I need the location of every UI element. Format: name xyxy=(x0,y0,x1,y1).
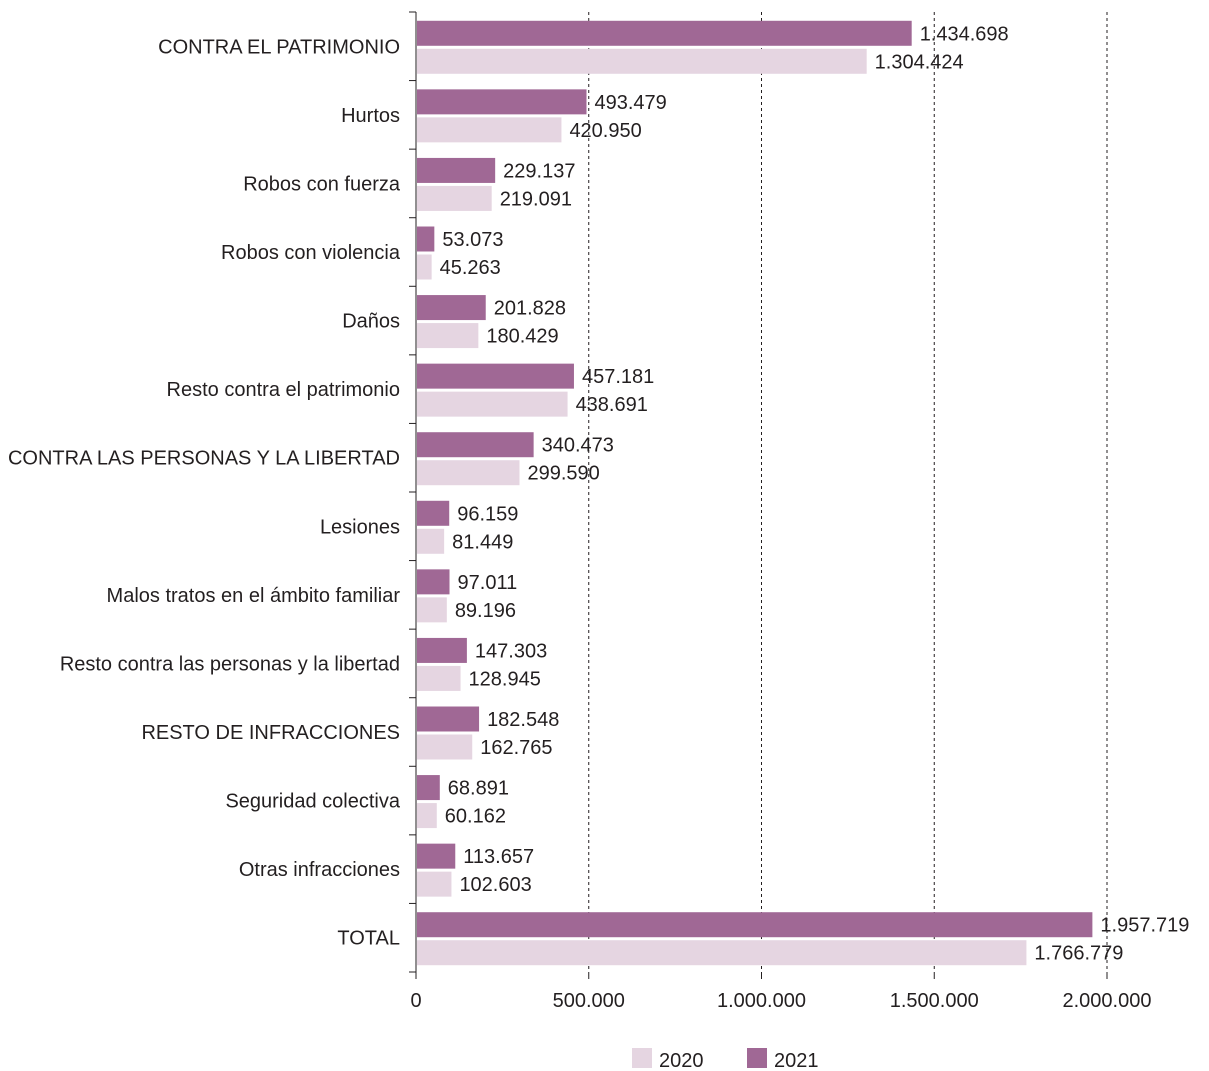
legend-swatch-2021 xyxy=(747,1048,767,1068)
bar-2020 xyxy=(417,460,520,485)
bar-2020 xyxy=(417,529,444,554)
category-label: Resto contra las personas y la libertad xyxy=(60,653,400,675)
legend-label-2020: 2020 xyxy=(659,1050,704,1071)
bar-2021 xyxy=(417,158,495,183)
category-label: Resto contra el patrimonio xyxy=(167,379,400,401)
bar-2020 xyxy=(417,872,451,897)
value-label-2021: 53.073 xyxy=(442,229,503,251)
value-label-2021: 1.434.698 xyxy=(920,23,1009,45)
value-label-2020: 162.765 xyxy=(480,737,552,759)
value-label-2020: 89.196 xyxy=(455,600,516,622)
value-label-2020: 420.950 xyxy=(569,120,641,142)
x-tick-label: 1.000.000 xyxy=(717,990,806,1012)
value-label-2021: 113.657 xyxy=(463,846,534,868)
x-tick-label: 1.500.000 xyxy=(890,990,979,1012)
value-label-2020: 81.449 xyxy=(452,531,513,553)
value-label-2021: 1.957.719 xyxy=(1100,915,1189,937)
bar-2020 xyxy=(417,255,432,280)
value-label-2020: 60.162 xyxy=(445,806,506,828)
bar-2021 xyxy=(417,227,434,252)
value-label-2021: 96.159 xyxy=(457,503,518,525)
bar-2020 xyxy=(417,940,1026,965)
bar-2020 xyxy=(417,597,447,622)
bar-2021 xyxy=(417,432,534,457)
bar-2021 xyxy=(417,569,450,594)
bar-2020 xyxy=(417,49,867,74)
value-label-2020: 180.429 xyxy=(486,326,558,348)
x-tick-labels: 0 500.000 1.000.000 1.500.000 2.000.000 xyxy=(410,990,1151,1012)
value-label-2021: 340.473 xyxy=(542,435,614,457)
value-label-2021: 229.137 xyxy=(503,160,575,182)
bar-2020 xyxy=(417,323,478,348)
bar-2021 xyxy=(417,364,574,389)
bar-2021 xyxy=(417,638,467,663)
value-labels: 1.434.698 1.304.424 493.479 420.950 229.137 2… xyxy=(440,23,1190,964)
bar-2021 xyxy=(417,912,1092,937)
legend-swatch-2020 xyxy=(632,1048,652,1068)
value-label-2021: 97.011 xyxy=(458,572,518,594)
value-label-2021: 457.181 xyxy=(582,366,654,388)
legend-label-2021: 2021 xyxy=(774,1050,819,1071)
category-label: Malos tratos en el ámbito familiar xyxy=(107,585,401,607)
category-label: Seguridad colectiva xyxy=(225,791,400,813)
category-label: CONTRA LAS PERSONAS Y LA LIBERTAD xyxy=(8,448,400,470)
bar-2021 xyxy=(417,775,440,800)
value-label-2021: 201.828 xyxy=(494,298,566,320)
grid-lines xyxy=(589,12,1107,972)
bar-2020 xyxy=(417,117,561,142)
value-label-2021: 68.891 xyxy=(448,778,509,800)
value-label-2020: 438.691 xyxy=(576,394,648,416)
bar-2021 xyxy=(417,21,912,46)
category-label: Hurtos xyxy=(341,105,400,127)
bar-2021 xyxy=(417,295,486,320)
value-label-2020: 299.590 xyxy=(528,463,600,485)
bar-2020 xyxy=(417,392,568,417)
axes xyxy=(409,12,1107,979)
value-label-2020: 102.603 xyxy=(459,874,531,896)
bar-2020 xyxy=(417,666,461,691)
bar-2021 xyxy=(417,89,586,114)
category-label: CONTRA EL PATRIMONIO xyxy=(158,36,400,58)
value-label-2020: 128.945 xyxy=(469,668,541,690)
x-tick-label: 0 xyxy=(410,990,421,1012)
category-label: Robos con violencia xyxy=(221,242,401,264)
value-label-2020: 219.091 xyxy=(500,188,572,210)
value-label-2021: 147.303 xyxy=(475,640,547,662)
bar-2021 xyxy=(417,707,479,732)
category-label: Lesiones xyxy=(320,516,400,538)
bar-2020 xyxy=(417,186,492,211)
legend: 2020 2021 xyxy=(632,1048,819,1071)
category-labels: CONTRA EL PATRIMONIO Hurtos Robos con fuer… xyxy=(8,36,401,949)
bar-2021 xyxy=(417,501,449,526)
category-label: TOTAL xyxy=(337,928,400,950)
x-tick-label: 500.000 xyxy=(553,990,625,1012)
x-tick-label: 2.000.000 xyxy=(1063,990,1152,1012)
category-label: Robos con fuerza xyxy=(243,173,401,195)
value-label-2021: 493.479 xyxy=(594,92,666,114)
bar-2020 xyxy=(417,803,437,828)
category-label: Otras infracciones xyxy=(239,859,400,881)
value-label-2021: 182.548 xyxy=(487,709,559,731)
bar-2021 xyxy=(417,844,455,869)
category-label: Daños xyxy=(342,311,400,333)
value-label-2020: 1.766.779 xyxy=(1034,943,1123,965)
value-label-2020: 45.263 xyxy=(440,257,501,279)
bar-2020 xyxy=(417,735,472,760)
category-label: RESTO DE INFRACCIONES xyxy=(141,722,400,744)
value-label-2020: 1.304.424 xyxy=(875,51,964,73)
